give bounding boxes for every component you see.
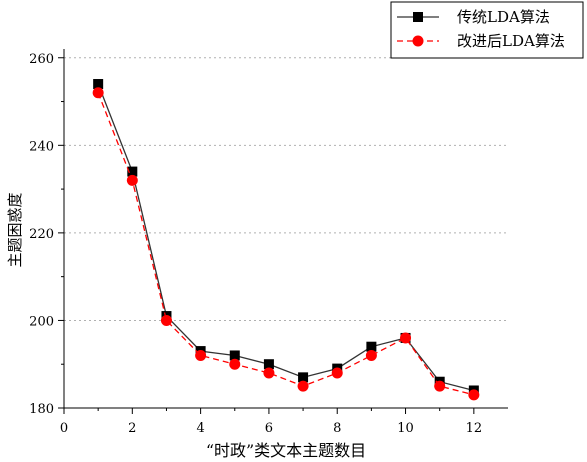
data-point-circle xyxy=(434,380,446,392)
data-point-square xyxy=(127,166,138,177)
data-point-circle xyxy=(365,349,377,361)
axes xyxy=(58,49,508,414)
data-point-circle xyxy=(195,349,207,361)
tick-labels: 180 200 220 240 260 0 2 4 6 8 10 12 xyxy=(29,52,482,436)
data-point-square xyxy=(366,341,377,352)
x-tick-label: 0 xyxy=(60,421,68,436)
x-tick-label: 2 xyxy=(128,421,136,436)
y-axis-label: 主题困惑度 xyxy=(6,192,24,267)
legend-marker-square xyxy=(413,12,423,22)
x-tick-label: 10 xyxy=(397,421,414,436)
legend-box xyxy=(390,1,584,59)
y-tick-label: 220 xyxy=(29,227,54,242)
data-point-circle xyxy=(160,314,172,326)
series-line-1 xyxy=(97,83,475,392)
data-point-square xyxy=(93,79,104,90)
data-point-circle xyxy=(400,332,412,344)
data-point-circle xyxy=(229,358,241,370)
legend-marker-circle xyxy=(412,35,424,47)
data-point-circle xyxy=(92,87,104,99)
legend-label: 改进后LDA算法 xyxy=(457,32,565,50)
series-group xyxy=(92,79,480,401)
x-tick-label: 12 xyxy=(466,421,483,436)
data-point-circle xyxy=(468,389,480,401)
y-tick-label: 240 xyxy=(29,139,54,154)
data-point-circle xyxy=(331,367,343,379)
data-point-square xyxy=(263,359,274,370)
data-point-circle xyxy=(126,174,138,186)
y-tick-label: 260 xyxy=(29,52,54,67)
x-tick-label: 8 xyxy=(333,421,341,436)
data-point-circle xyxy=(297,380,309,392)
x-tick-label: 4 xyxy=(196,421,204,436)
series-line-2 xyxy=(97,92,475,396)
data-point-circle xyxy=(263,367,275,379)
y-tick-label: 180 xyxy=(29,402,54,417)
data-point-square xyxy=(229,350,240,361)
x-axis-label: “时政”类文本主题数目 xyxy=(206,441,366,460)
data-point-square xyxy=(298,372,309,383)
grid-lines xyxy=(64,57,508,321)
y-tick-label: 200 xyxy=(29,314,54,329)
legend-label: 传统LDA算法 xyxy=(457,8,550,26)
x-tick-label: 6 xyxy=(265,421,273,436)
